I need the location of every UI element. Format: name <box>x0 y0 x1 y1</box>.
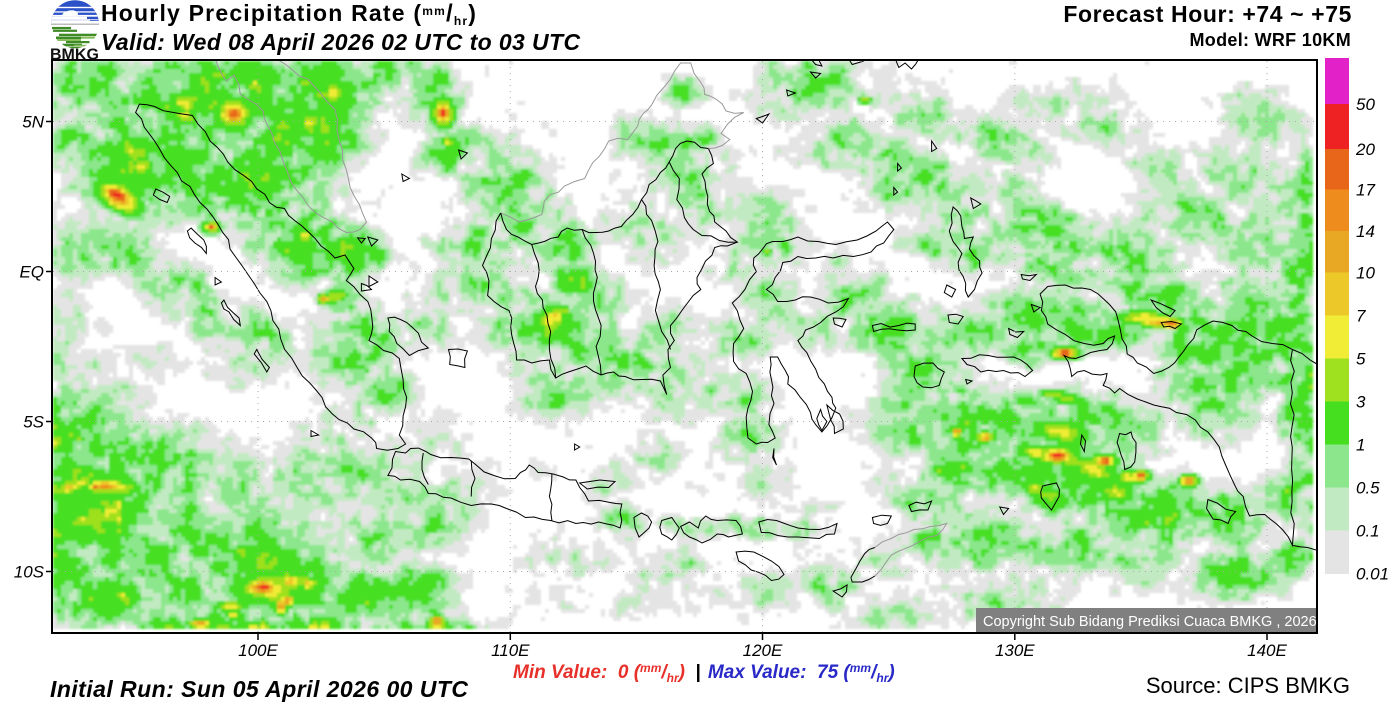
svg-text:110E: 110E <box>491 641 530 660</box>
svg-text:120E: 120E <box>743 641 783 660</box>
svg-text:0.5: 0.5 <box>1356 479 1380 498</box>
svg-text:7: 7 <box>1356 307 1366 326</box>
svg-text:Copyright Sub Bidang Prediksi: Copyright Sub Bidang Prediksi Cuaca BMKG… <box>983 614 1317 630</box>
svg-text:10S: 10S <box>14 563 45 582</box>
svg-text:130E: 130E <box>995 641 1035 660</box>
svg-text:5N: 5N <box>22 113 44 132</box>
svg-text:20: 20 <box>1355 140 1375 159</box>
svg-text:140E: 140E <box>1247 641 1287 660</box>
svg-text:3: 3 <box>1356 393 1366 412</box>
svg-text:5S: 5S <box>23 413 44 432</box>
svg-text:100E: 100E <box>238 641 278 660</box>
svg-text:EQ: EQ <box>19 263 44 282</box>
svg-text:10: 10 <box>1356 264 1375 283</box>
svg-text:BMKG: BMKG <box>50 47 99 64</box>
svg-text:14: 14 <box>1356 222 1375 241</box>
svg-text:17: 17 <box>1356 181 1375 200</box>
svg-text:0.1: 0.1 <box>1356 522 1380 541</box>
svg-text:5: 5 <box>1356 350 1366 369</box>
svg-text:50: 50 <box>1356 95 1375 114</box>
svg-text:0.01: 0.01 <box>1356 565 1389 584</box>
svg-text:1: 1 <box>1356 436 1365 455</box>
